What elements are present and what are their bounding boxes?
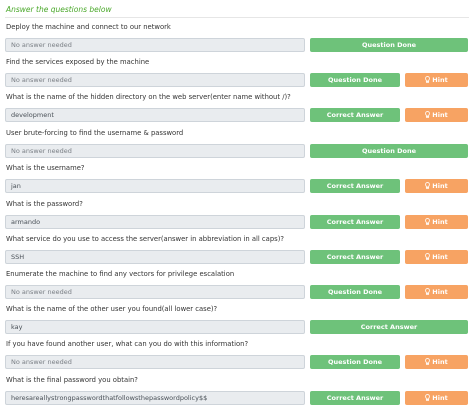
question-text: What is the username? [6, 164, 85, 172]
question-text: What is the final password you obtain? [6, 376, 138, 384]
hint-label: Hint [432, 218, 448, 226]
submit-button[interactable]: Question Done [310, 285, 400, 299]
answer-input: No answer needed [5, 285, 305, 299]
submit-button[interactable]: Question Done [310, 73, 400, 87]
answer-input: jan [5, 179, 305, 193]
question-text: Find the services exposed by the machine [6, 58, 150, 66]
hint-button[interactable]: Hint [405, 250, 468, 264]
hint-button[interactable]: Hint [405, 355, 468, 369]
hint-label: Hint [432, 76, 448, 84]
answer-input: No answer needed [5, 73, 305, 87]
submit-button[interactable]: Correct Answer [310, 215, 400, 229]
section-title: Answer the questions below [6, 5, 112, 14]
bulb-icon [425, 288, 431, 295]
question-text: What is the password? [6, 200, 83, 208]
bulb-icon [425, 111, 431, 118]
submit-button[interactable]: Correct Answer [310, 320, 468, 334]
question-text: What is the name of the other user you f… [6, 305, 218, 313]
bulb-icon [425, 253, 431, 260]
hint-label: Hint [432, 394, 448, 402]
hint-label: Hint [432, 358, 448, 366]
bulb-icon [425, 182, 431, 189]
answer-input: No answer needed [5, 355, 305, 369]
hint-button[interactable]: Hint [405, 215, 468, 229]
hint-label: Hint [432, 111, 448, 119]
submit-button[interactable]: Correct Answer [310, 391, 400, 405]
answer-input: heresareallystrongpasswordthatfollowsthe… [5, 391, 305, 405]
submit-button[interactable]: Question Done [310, 38, 468, 52]
answer-input: SSH [5, 250, 305, 264]
hint-button[interactable]: Hint [405, 73, 468, 87]
bulb-icon [425, 358, 431, 365]
question-text: If you have found another user, what can… [6, 340, 249, 348]
hint-label: Hint [432, 182, 448, 190]
bulb-icon [425, 394, 431, 401]
question-text: What service do you use to access the se… [6, 235, 284, 243]
question-text: What is the name of the hidden directory… [6, 93, 291, 101]
submit-button[interactable]: Question Done [310, 355, 400, 369]
hint-button[interactable]: Hint [405, 179, 468, 193]
hint-button[interactable]: Hint [405, 108, 468, 122]
divider [5, 17, 469, 18]
submit-button[interactable]: Correct Answer [310, 179, 400, 193]
bulb-icon [425, 218, 431, 225]
submit-button[interactable]: Correct Answer [310, 108, 400, 122]
answer-input: No answer needed [5, 144, 305, 158]
hint-label: Hint [432, 288, 448, 296]
question-text: User brute-forcing to find the username … [6, 129, 184, 137]
submit-button[interactable]: Correct Answer [310, 250, 400, 264]
answer-input: armando [5, 215, 305, 229]
answer-input: kay [5, 320, 305, 334]
hint-label: Hint [432, 253, 448, 261]
bulb-icon [425, 76, 431, 83]
hint-button[interactable]: Hint [405, 285, 468, 299]
hint-button[interactable]: Hint [405, 391, 468, 405]
answer-input: development [5, 108, 305, 122]
question-text: Enumerate the machine to find any vector… [6, 270, 235, 278]
submit-button[interactable]: Question Done [310, 144, 468, 158]
answer-input: No answer needed [5, 38, 305, 52]
question-text: Deploy the machine and connect to our ne… [6, 23, 171, 31]
